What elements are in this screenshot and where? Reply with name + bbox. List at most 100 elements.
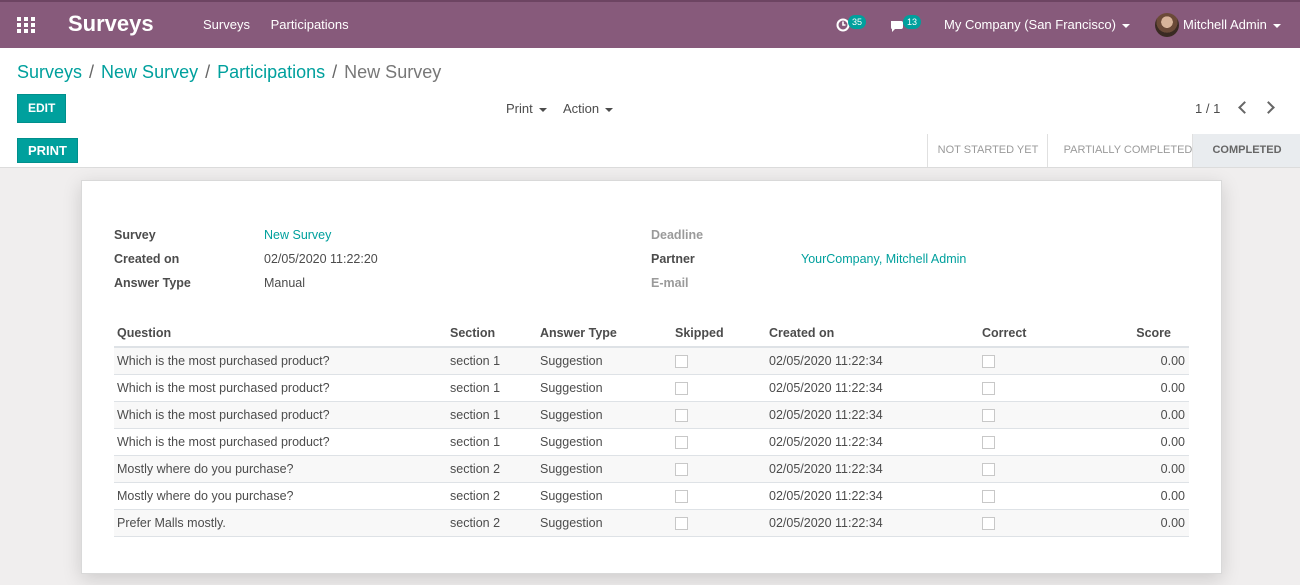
section-cell: section 2: [447, 509, 537, 537]
answer-type-cell: Suggestion: [537, 428, 672, 456]
partner-value[interactable]: YourCompany, Mitchell Admin: [801, 252, 967, 266]
column-header-section[interactable]: Section: [447, 319, 537, 348]
question-cell: Which is the most purchased product?: [114, 374, 447, 402]
skipped-cell: [672, 401, 766, 429]
correct-checkbox: [982, 355, 995, 369]
skipped-cell: [672, 482, 766, 510]
answer-type-cell: Suggestion: [537, 455, 672, 483]
answers-table: Question Section Answer Type Skipped Cre…: [114, 319, 1189, 537]
correct-cell: [979, 509, 1089, 537]
column-header-answer-type[interactable]: Answer Type: [537, 319, 672, 348]
table-row[interactable]: Mostly where do you purchase? section 2 Su…: [114, 455, 1189, 483]
control-panel: Surveys / New Survey / Participations / New Su…: [0, 48, 1300, 135]
table-row[interactable]: Prefer Malls mostly. section 2 Suggestion 0…: [114, 509, 1189, 537]
chevron-right-icon[interactable]: [1262, 101, 1275, 114]
apps-grid-icon[interactable]: [17, 17, 35, 33]
action-dropdown[interactable]: Action: [563, 101, 614, 116]
stage-completed[interactable]: COMPLETED: [1192, 134, 1300, 167]
activity-systray[interactable]: 35: [834, 12, 874, 40]
created-on-cell: 02/05/2020 11:22:34: [766, 401, 979, 429]
breadcrumb-surveys[interactable]: Surveys: [17, 62, 83, 82]
company-switcher[interactable]: My Company (San Francisco): [944, 17, 1130, 32]
correct-checkbox: [982, 409, 995, 423]
created-on-value: 02/05/2020 11:22:20: [264, 252, 378, 266]
breadcrumb-participations[interactable]: Participations: [217, 62, 326, 82]
section-cell: section 1: [447, 347, 537, 375]
score-cell: 0.00: [1089, 509, 1189, 537]
menu-surveys[interactable]: Surveys: [203, 17, 250, 32]
caret-down-icon: [1272, 23, 1281, 28]
column-header-skipped[interactable]: Skipped: [672, 319, 766, 348]
correct-checkbox: [982, 382, 995, 396]
skipped-checkbox: [675, 490, 688, 504]
score-cell: 0.00: [1089, 482, 1189, 510]
form-sheet: Survey New Survey Created on 02/05/2020 …: [81, 180, 1222, 574]
survey-value[interactable]: New Survey: [264, 228, 332, 242]
created-on-cell: 02/05/2020 11:22:34: [766, 455, 979, 483]
caret-down-icon: [538, 107, 547, 112]
print-dropdown[interactable]: Print: [506, 101, 547, 116]
partner-label: Partner: [651, 252, 695, 266]
answer-type-value: Manual: [264, 276, 305, 290]
breadcrumb-new-survey[interactable]: New Survey: [101, 62, 199, 82]
section-cell: section 2: [447, 455, 537, 483]
app-title[interactable]: Surveys: [68, 11, 154, 36]
answer-type-cell: Suggestion: [537, 347, 672, 375]
breadcrumb: Surveys / New Survey / Participations / New Su…: [17, 62, 442, 82]
stage-partially-completed[interactable]: PARTIALLY COMPLETED: [1047, 134, 1208, 167]
answer-type-cell: Suggestion: [537, 482, 672, 510]
avatar[interactable]: [1155, 13, 1179, 37]
statusbar: PRINT NOT STARTED YET PARTIALLY COMPLETE…: [0, 134, 1300, 168]
print-dropdown-label: Print: [506, 101, 533, 116]
correct-checkbox: [982, 436, 995, 450]
column-header-created-on[interactable]: Created on: [766, 319, 979, 348]
skipped-checkbox: [675, 463, 688, 477]
table-row[interactable]: Which is the most purchased product? sect…: [114, 374, 1189, 402]
skipped-cell: [672, 455, 766, 483]
messaging-systray[interactable]: 13: [888, 12, 928, 40]
table-row[interactable]: Which is the most purchased product? sect…: [114, 428, 1189, 456]
caret-down-icon: [605, 107, 614, 112]
survey-label: Survey: [114, 228, 156, 242]
table-header-row: Question Section Answer Type Skipped Cre…: [114, 319, 1189, 348]
answer-type-cell: Suggestion: [537, 401, 672, 429]
pager-value[interactable]: 1 / 1: [1195, 101, 1221, 116]
question-cell: Which is the most purchased product?: [114, 428, 447, 456]
question-cell: Which is the most purchased product?: [114, 401, 447, 429]
action-dropdown-label: Action: [563, 101, 600, 116]
score-cell: 0.00: [1089, 428, 1189, 456]
column-header-score[interactable]: Score: [1089, 319, 1189, 348]
table-row[interactable]: Which is the most purchased product? sect…: [114, 401, 1189, 429]
menu-participations[interactable]: Participations: [270, 17, 349, 32]
answer-type-cell: Suggestion: [537, 374, 672, 402]
top-navbar: Surveys Surveys Participations 35 13 My …: [0, 0, 1300, 48]
created-on-cell: 02/05/2020 11:22:34: [766, 428, 979, 456]
email-label: E-mail: [651, 276, 689, 290]
activity-count-badge: 35: [848, 15, 867, 29]
table-row[interactable]: Which is the most purchased product? sect…: [114, 347, 1189, 375]
created-on-cell: 02/05/2020 11:22:34: [766, 347, 979, 375]
score-cell: 0.00: [1089, 401, 1189, 429]
skipped-checkbox: [675, 355, 688, 369]
chevron-left-icon[interactable]: [1238, 101, 1251, 114]
edit-button[interactable]: EDIT: [17, 94, 67, 123]
score-cell: 0.00: [1089, 347, 1189, 375]
deadline-label: Deadline: [651, 228, 704, 242]
column-header-question[interactable]: Question: [114, 319, 447, 348]
skipped-cell: [672, 428, 766, 456]
correct-cell: [979, 455, 1089, 483]
column-header-correct[interactable]: Correct: [979, 319, 1089, 348]
user-menu[interactable]: Mitchell Admin: [1183, 17, 1281, 32]
created-on-cell: 02/05/2020 11:22:34: [766, 509, 979, 537]
skipped-checkbox: [675, 409, 688, 423]
correct-cell: [979, 482, 1089, 510]
skipped-checkbox: [675, 436, 688, 450]
breadcrumb-current: New Survey: [344, 62, 442, 82]
section-cell: section 1: [447, 401, 537, 429]
question-cell: Which is the most purchased product?: [114, 347, 447, 375]
caret-down-icon: [1121, 23, 1130, 28]
print-button[interactable]: PRINT: [17, 138, 78, 163]
stage-not-started[interactable]: NOT STARTED YET: [927, 134, 1048, 167]
table-row[interactable]: Mostly where do you purchase? section 2 Su…: [114, 482, 1189, 510]
answer-type-cell: Suggestion: [537, 509, 672, 537]
